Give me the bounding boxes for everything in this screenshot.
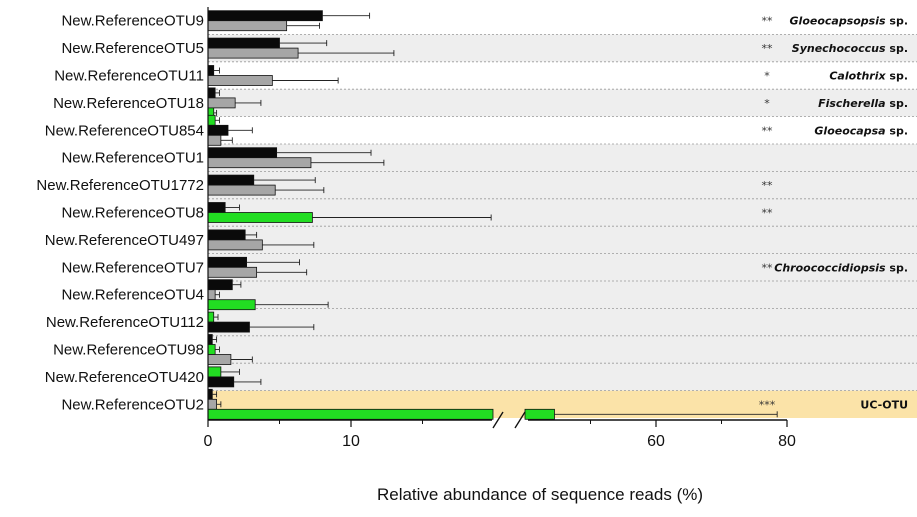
taxon-suffix: sp.: [886, 70, 908, 83]
bar-black: [207, 388, 213, 400]
significance-markers: *****************: [759, 15, 776, 412]
bar-green: [207, 299, 256, 311]
category-label: New.ReferenceOTU18: [53, 95, 204, 112]
taxon-genus: Chroococcidiopsis: [774, 261, 886, 274]
bar-black: [207, 37, 280, 49]
taxon-band: [208, 34, 917, 62]
category-label: New.ReferenceOTU7: [61, 259, 204, 276]
significance-marker: **: [762, 179, 774, 192]
bar-grey: [207, 398, 217, 410]
taxon-band: [208, 61, 917, 90]
taxon-label: UC-OTU: [860, 398, 908, 411]
bar-green: [207, 311, 215, 323]
bar-grey: [207, 97, 236, 109]
bar-grey: [207, 354, 232, 365]
category-label: New.ReferenceOTU98: [53, 342, 204, 359]
x-tick-label: 0: [204, 433, 213, 450]
taxon-genus: Gloeocapsa: [814, 124, 885, 137]
bar-green: [207, 114, 216, 126]
x-tick-label: 10: [342, 433, 360, 450]
category-label: New.ReferenceOTU9: [61, 13, 204, 30]
axis-break-mark: [514, 411, 526, 429]
bar-green: [207, 408, 494, 420]
taxon-label: Fischerella sp.: [818, 97, 908, 110]
category-label: New.ReferenceOTU112: [46, 314, 204, 331]
category-label: New.ReferenceOTU497: [45, 232, 204, 249]
taxon-suffix: sp.: [886, 15, 908, 28]
significance-marker: **: [762, 42, 774, 55]
taxon-genus: Calothrix: [829, 70, 886, 83]
significance-marker: **: [762, 207, 774, 220]
taxon-label: Calothrix sp.: [829, 70, 908, 83]
x-axis-title: Relative abundance of sequence reads (%): [377, 485, 703, 504]
error-bars: [212, 12, 778, 418]
taxon-label: Gloeocapsa sp.: [814, 124, 908, 137]
taxon-band: [208, 144, 917, 391]
bar-black: [207, 321, 250, 333]
bar-black: [207, 87, 216, 99]
bar-black: [207, 174, 255, 186]
taxon-suffix: sp.: [886, 261, 908, 274]
bar-black: [207, 202, 226, 213]
significance-marker: ***: [759, 398, 776, 411]
significance-marker: **: [762, 15, 774, 28]
category-label: New.ReferenceOTU11: [54, 68, 204, 85]
bar-black: [207, 124, 229, 136]
category-label: New.ReferenceOTU1772: [36, 177, 204, 194]
taxon-suffix: sp.: [886, 97, 908, 110]
bar-grey: [207, 239, 263, 251]
taxon-suffix: sp.: [886, 124, 908, 137]
bar-black: [207, 376, 235, 388]
x-axis: 0 10 60 80: [204, 7, 796, 450]
category-label: New.ReferenceOTU8: [61, 205, 204, 222]
taxon-labels: Gloeocapsopsis sp.Synechococcus sp.Calot…: [774, 15, 908, 412]
bar-black: [207, 65, 215, 76]
significance-marker: **: [762, 261, 774, 274]
taxon-genus: Gloeocapsopsis: [790, 15, 886, 28]
taxon-band: [208, 116, 917, 144]
bar-green: [207, 344, 216, 355]
taxon-label: Gloeocapsopsis sp.: [790, 15, 908, 28]
taxon-band: [208, 7, 917, 35]
bar-black: [207, 147, 278, 159]
taxon-band: [208, 89, 917, 117]
bar-green: [207, 366, 222, 378]
significance-marker: *: [764, 70, 770, 83]
taxon-bands: [208, 7, 917, 418]
bar-black: [207, 279, 233, 291]
x-tick-label: 60: [647, 433, 665, 450]
significance-marker: **: [762, 124, 774, 137]
bar-grey: [207, 75, 273, 86]
bar-grey: [207, 134, 222, 146]
bar-grey: [207, 266, 258, 278]
taxon-suffix: sp.: [886, 42, 908, 55]
bar-green: [207, 212, 313, 223]
bar-black: [207, 256, 248, 268]
taxon-genus: Synechococcus: [792, 42, 886, 55]
taxon-label: Synechococcus sp.: [792, 42, 908, 55]
bar-black: [207, 10, 323, 22]
category-label: New.ReferenceOTU4: [61, 287, 204, 304]
bar-grey: [207, 20, 288, 32]
significance-marker: *: [764, 97, 770, 110]
x-tick-label: 80: [778, 433, 796, 450]
taxon-label: Chroococcidiopsis sp.: [774, 261, 908, 274]
category-labels: New.ReferenceOTU9 New.ReferenceOTU5 New.Re…: [36, 13, 204, 414]
category-label: New.ReferenceOTU2: [61, 396, 204, 413]
taxon-genus: Fischerella: [818, 97, 886, 110]
axis-break-mark: [492, 411, 504, 429]
category-label: New.ReferenceOTU5: [61, 40, 204, 57]
category-label: New.ReferenceOTU1: [61, 150, 204, 167]
bar-black: [207, 334, 213, 345]
bar-grey: [207, 47, 299, 59]
category-label: New.ReferenceOTU420: [45, 369, 204, 386]
category-label: New.ReferenceOTU854: [45, 122, 204, 139]
bar-grey: [207, 289, 216, 301]
bar-grey: [207, 184, 276, 196]
taxon-genus: UC-OTU: [860, 398, 908, 411]
bar-green-continued: [524, 408, 555, 420]
bar-grey: [207, 157, 312, 169]
bar-black: [207, 229, 246, 241]
